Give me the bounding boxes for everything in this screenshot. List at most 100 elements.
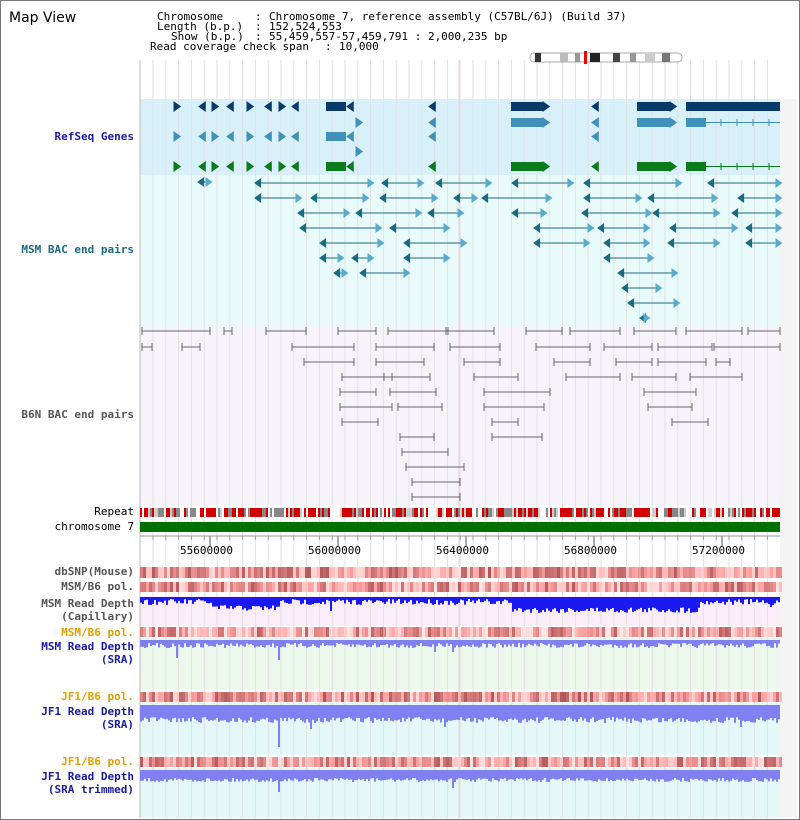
msm-depth-cap-bar xyxy=(690,597,692,613)
gene-block xyxy=(326,132,346,141)
dbsnp-heat-cell xyxy=(299,567,302,578)
jf1-depth-sra-bar xyxy=(230,705,232,722)
repeat-segment xyxy=(620,508,622,517)
msm-bac-end-arrow xyxy=(671,268,679,278)
dbsnp-heat-cell xyxy=(488,567,491,578)
msm-depth-sra-bar xyxy=(722,640,724,646)
repeat-segment xyxy=(204,508,206,517)
track-label-repeat[interactable]: Repeat xyxy=(94,505,134,518)
msm-depth-sra-bar xyxy=(416,640,418,646)
jf1-depth-trim-bar xyxy=(490,770,492,782)
track-label-jf1-read-depth-sra[interactable]: JF1 Read Depth xyxy=(41,705,134,718)
jf1-b6-pol-heat-cell xyxy=(215,692,218,702)
jf1-depth-sra-bar xyxy=(668,705,670,720)
msm-b6-pol2-heat-cell xyxy=(536,627,539,637)
dbsnp-heat-cell xyxy=(722,567,725,578)
msm-depth-sra-bar xyxy=(378,640,380,647)
jf1-b6-pol-heat-cell xyxy=(146,692,149,702)
msm-depth-cap-bar xyxy=(232,597,234,609)
dbsnp-heat-cell xyxy=(761,567,764,578)
jf1-b6-pol2-heat-cell xyxy=(230,757,233,767)
msm-depth-cap-bar xyxy=(634,597,636,612)
msm-b6-pol-heat-cell xyxy=(683,582,686,592)
repeat-segment xyxy=(560,508,562,517)
track-label-jf1-b6-pol-2[interactable]: JF1/B6 pol. xyxy=(61,755,134,768)
track-label-jf1-read-depth-trim[interactable]: JF1 Read Depth xyxy=(41,770,134,783)
repeat-segment xyxy=(422,508,424,517)
track-label-b6n-bac[interactable]: B6N BAC end pairs xyxy=(21,408,134,421)
msm-depth-sra-bar xyxy=(236,640,238,644)
repeat-segment xyxy=(324,508,326,517)
jf1-depth-trim-bar xyxy=(528,770,530,780)
msm-depth-cap-bar xyxy=(500,597,502,604)
jf1-b6-pol2-heat-cell xyxy=(209,757,212,767)
msm-depth-sra-bar xyxy=(608,640,610,645)
msm-b6-pol-heat-cell xyxy=(503,582,506,592)
jf1-b6-pol2-heat-cell xyxy=(398,757,401,767)
msm-depth-cap-bar xyxy=(324,597,326,605)
msm-depth-cap-bar xyxy=(456,597,458,604)
track-label-msm-read-depth-cap[interactable]: MSM Read Depth xyxy=(41,597,134,610)
dbsnp-heat-cell xyxy=(443,567,446,578)
repeat-segment xyxy=(438,508,440,517)
track-label-msm-bac[interactable]: MSM BAC end pairs xyxy=(21,243,134,256)
repeat-segment xyxy=(698,508,700,517)
msm-depth-cap-bar xyxy=(334,597,336,603)
jf1-depth-trim-bar xyxy=(412,770,414,779)
msm-depth-cap-bar xyxy=(632,597,634,612)
jf1-b6-pol-heat-cell xyxy=(587,692,590,702)
msm-bac-end-arrow xyxy=(355,208,363,218)
jf1-depth-sra-bar xyxy=(370,705,372,722)
jf1-depth-trim-bar xyxy=(770,770,772,779)
msm-depth-cap-bar xyxy=(748,597,750,605)
msm-depth-sra-bar xyxy=(240,640,242,645)
msm-depth-cap-bar xyxy=(744,597,746,600)
track-label-dbsnp[interactable]: dbSNP(Mouse) xyxy=(54,565,134,578)
track-label-msm-b6-pol-1[interactable]: MSM/B6 pol. xyxy=(61,580,134,593)
dbsnp-heat-cell xyxy=(527,567,530,578)
msm-depth-cap-bar xyxy=(542,597,544,610)
jf1-b6-pol-heat-cell xyxy=(524,692,527,702)
msm-b6-pol-heat-cell xyxy=(443,582,446,592)
jf1-depth-sra-bar xyxy=(472,705,474,722)
msm-depth-cap-bar xyxy=(292,597,294,600)
track-label-msm-read-depth-sra[interactable]: MSM Read Depth xyxy=(41,640,134,653)
msm-depth-sra-bar xyxy=(242,640,244,647)
msm-depth-cap-bar xyxy=(574,597,576,613)
jf1-b6-pol-heat-cell xyxy=(530,692,533,702)
jf1-depth-sra-bar xyxy=(246,705,248,723)
jf1-depth-trim-bar xyxy=(568,770,570,779)
msm-bac-end-arrow xyxy=(415,208,423,218)
jf1-b6-pol2-heat-cell xyxy=(641,757,644,767)
repeat-segment xyxy=(338,508,340,517)
track-label-refseq[interactable]: RefSeq Genes xyxy=(54,130,134,143)
jf1-depth-trim-bar xyxy=(596,770,598,782)
repeat-segment xyxy=(734,508,736,517)
msm-b6-pol-heat-cell xyxy=(506,582,509,592)
jf1-b6-pol2-heat-cell xyxy=(341,757,344,767)
msm-depth-cap-bar xyxy=(564,597,566,613)
track-label-msm-b6-pol-2[interactable]: MSM/B6 pol. xyxy=(61,626,134,639)
msm-depth-cap-bar xyxy=(146,597,148,600)
repeat-segment xyxy=(452,508,454,517)
msm-depth-cap-bar xyxy=(450,597,452,601)
msm-depth-sra-bar xyxy=(320,640,322,646)
msm-depth-sra-bar xyxy=(448,640,450,646)
msm-b6-pol2-heat-cell xyxy=(668,627,671,637)
msm-depth-sra-bar xyxy=(208,640,210,647)
jf1-depth-trim-bar xyxy=(338,770,340,781)
msm-bac-end-arrow xyxy=(635,193,643,203)
msm-b6-pol-heat-cell xyxy=(245,582,248,592)
jf1-depth-sra-bar xyxy=(182,705,184,719)
jf1-b6-pol-heat-cell xyxy=(431,692,434,702)
jf1-depth-trim-bar xyxy=(422,770,424,781)
jf1-b6-pol-heat-cell xyxy=(461,692,464,702)
repeat-segment xyxy=(578,508,580,517)
msm-bac-end-arrow xyxy=(367,178,375,188)
jf1-depth-trim-bar xyxy=(658,770,660,782)
jf1-depth-sra-bar xyxy=(674,705,676,721)
jf1-depth-trim-bar xyxy=(556,770,558,780)
msm-depth-sra-bar xyxy=(520,640,522,648)
track-label-jf1-b6-pol-1[interactable]: JF1/B6 pol. xyxy=(61,690,134,703)
